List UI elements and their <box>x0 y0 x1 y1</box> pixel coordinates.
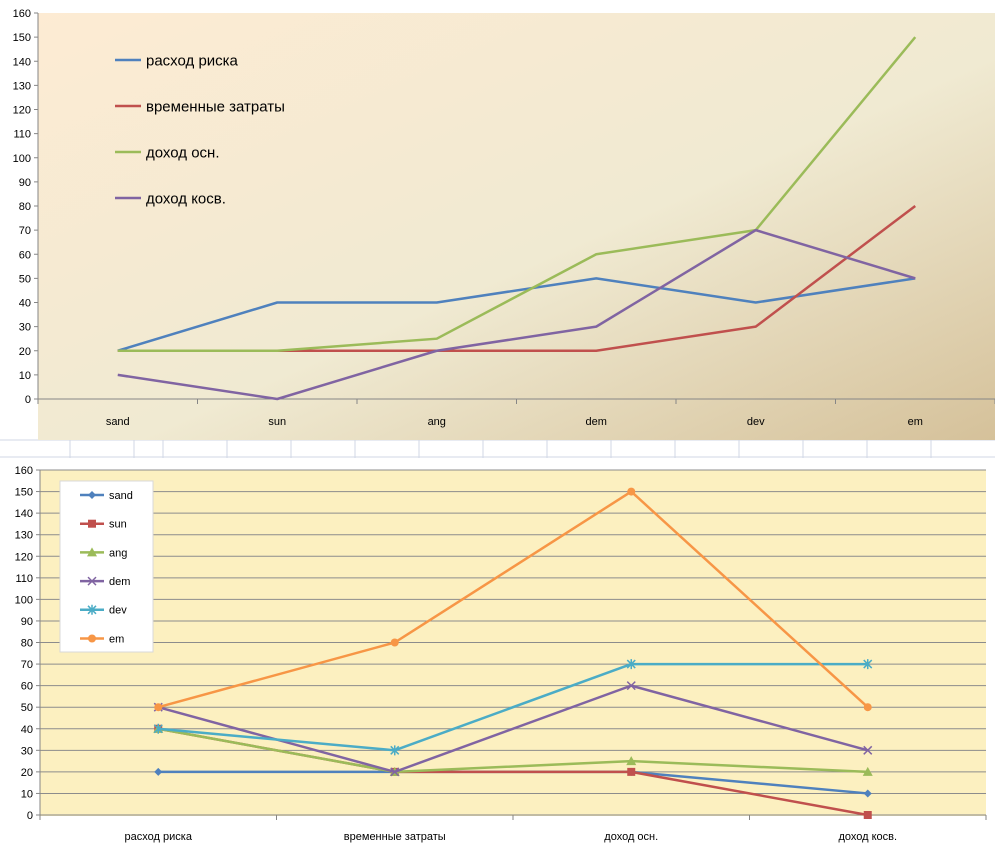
y-tick-label: 100 <box>15 594 33 606</box>
series-3-point[interactable] <box>390 767 400 777</box>
x-tick-label: временные затраты <box>344 831 446 843</box>
y-tick-label: 140 <box>13 56 31 68</box>
y-tick-label: 0 <box>27 810 33 822</box>
legend-marker[interactable] <box>87 547 97 557</box>
legend-label: временные затраты <box>146 98 285 115</box>
y-tick-label: 30 <box>19 322 31 334</box>
legend-label: расход риска <box>146 52 239 69</box>
y-tick-label: 150 <box>15 487 33 499</box>
y-tick-label: 150 <box>13 32 31 44</box>
series-4-point[interactable] <box>626 659 636 670</box>
series-5-point[interactable] <box>863 703 872 712</box>
y-tick-label: 50 <box>19 273 31 285</box>
series-1-point[interactable] <box>863 811 872 819</box>
x-tick-label: ang <box>428 416 446 428</box>
y-tick-label: 80 <box>19 201 31 213</box>
y-tick-label: 40 <box>21 724 33 736</box>
y-tick-label: 50 <box>21 702 33 714</box>
chart2-legend[interactable]: sand sun ang dem dev em <box>80 490 133 645</box>
y-tick-label: 90 <box>19 177 31 189</box>
y-tick-label: 110 <box>15 573 33 585</box>
y-tick-label: 30 <box>21 745 33 757</box>
y-tick-label: 160 <box>15 465 33 477</box>
y-tick-label: 90 <box>21 616 33 628</box>
series-0-point[interactable] <box>154 767 163 776</box>
x-tick-label: sand <box>106 416 130 428</box>
series-2-point[interactable] <box>862 766 873 776</box>
legend-label: sun <box>109 519 127 531</box>
y-tick-label: 0 <box>25 394 31 406</box>
chart-2[interactable]: 0 10 20 30 40 50 60 70 80 90 100 110 120 130 140 150 160… <box>15 465 987 843</box>
chart2-legend-box <box>59 480 154 653</box>
y-tick-label: 60 <box>21 681 33 693</box>
legend-marker[interactable] <box>88 634 96 643</box>
y-tick-label: 40 <box>19 298 31 310</box>
x-tick-label: sun <box>268 416 286 428</box>
series-5-point[interactable] <box>390 638 399 647</box>
x-tick-label: доход косв. <box>838 831 897 843</box>
legend-label: доход осн. <box>146 144 219 161</box>
series-2-point[interactable] <box>626 756 637 766</box>
y-tick-label: 70 <box>21 659 33 671</box>
legend-marker[interactable] <box>87 604 97 615</box>
series-line-2[interactable] <box>117 36 917 352</box>
x-tick-label: dem <box>586 416 607 428</box>
series-1-point[interactable] <box>627 767 636 776</box>
y-tick-label: 160 <box>13 8 31 20</box>
y-tick-label: 130 <box>13 80 31 92</box>
legend-label: em <box>109 633 124 645</box>
series-4-point[interactable] <box>153 723 163 734</box>
y-tick-label: 20 <box>21 767 33 779</box>
series-line-0[interactable] <box>117 277 916 352</box>
y-tick-label: 120 <box>13 105 31 117</box>
legend-label: dev <box>109 605 127 617</box>
series-5-point[interactable] <box>627 487 636 496</box>
series-line-4[interactable] <box>158 662 868 752</box>
series-line-5[interactable] <box>157 490 869 709</box>
legend-label: ang <box>109 547 127 559</box>
legend-marker[interactable] <box>88 491 96 499</box>
y-tick-label: 140 <box>15 508 33 520</box>
y-tick-label: 70 <box>19 225 31 237</box>
series-3-point[interactable] <box>863 745 873 755</box>
y-tick-label: 100 <box>13 153 31 165</box>
x-tick-label: em <box>908 416 923 428</box>
legend-label: dem <box>109 576 130 588</box>
legend-marker[interactable] <box>87 576 97 586</box>
chart1-plot-area <box>38 13 995 440</box>
sheet-gridlines <box>0 439 995 458</box>
y-tick-label: 110 <box>13 129 31 141</box>
legend-marker[interactable] <box>88 519 96 528</box>
series-3-point[interactable] <box>626 681 636 691</box>
y-tick-label: 10 <box>19 370 31 382</box>
y-tick-label: 130 <box>15 530 33 542</box>
legend-label: доход косв. <box>146 190 226 207</box>
series-line-2[interactable] <box>158 727 868 774</box>
x-tick-label: расход риска <box>125 831 193 843</box>
chart-1[interactable]: 0 10 20 30 40 50 60 70 80 90 100 110 120 130 140 150 160… <box>13 8 995 440</box>
series-4-point[interactable] <box>863 659 873 670</box>
series-0-point[interactable] <box>863 789 872 798</box>
series-4-point[interactable] <box>390 745 400 756</box>
y-tick-label: 10 <box>21 788 33 800</box>
y-tick-label: 20 <box>19 346 31 358</box>
x-tick-label: доход осн. <box>604 831 658 843</box>
y-tick-label: 60 <box>19 249 31 261</box>
series-line-3[interactable] <box>117 228 916 401</box>
chart1-legend[interactable]: расход риска временные затраты доход осн. д… <box>115 52 285 207</box>
series-5-point[interactable] <box>154 703 163 712</box>
legend-label: sand <box>109 490 133 502</box>
y-tick-label: 80 <box>21 638 33 650</box>
y-tick-label: 120 <box>15 551 33 563</box>
x-tick-label: dev <box>747 416 765 428</box>
